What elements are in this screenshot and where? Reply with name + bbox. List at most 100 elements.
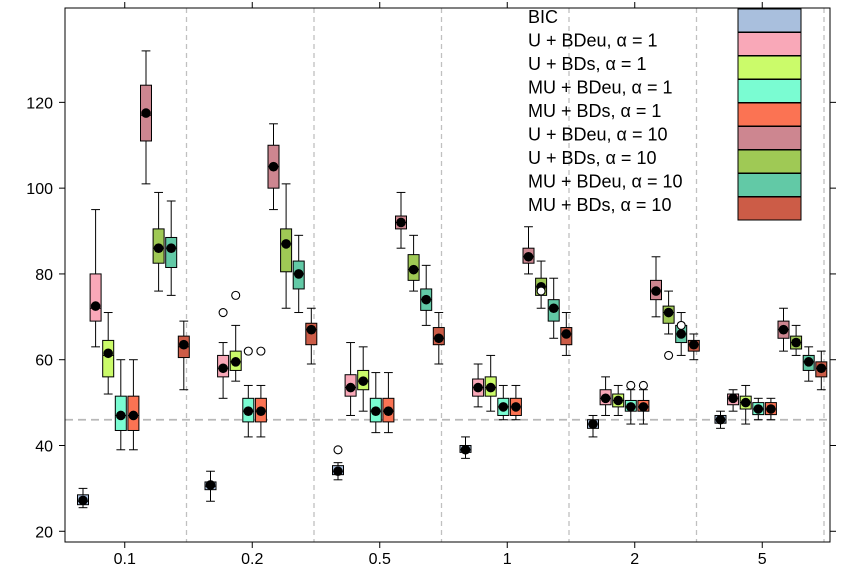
box-1-0 [459, 436, 472, 459]
mean-point [600, 393, 611, 404]
mean-point [663, 307, 674, 318]
mean-point [306, 324, 317, 335]
mean-point [740, 397, 751, 408]
box-1-2 [484, 354, 497, 412]
outlier-point [638, 380, 648, 390]
box-5-0 [714, 410, 727, 429]
mean-point [778, 324, 789, 335]
legend-swatch [737, 196, 802, 221]
mean-point [293, 269, 304, 279]
mean-point [498, 402, 509, 412]
mean-point [676, 329, 686, 339]
box-5-4 [764, 397, 777, 421]
mean-point [421, 294, 432, 305]
box-0.5-4 [382, 372, 395, 434]
mean-point [626, 402, 636, 412]
legend-swatch [737, 102, 802, 127]
axes-layer: 20 40 60 80 100 120 0.1 0.2 0.5 1 2 5 [26, 2, 836, 566]
outlier-point [664, 350, 674, 360]
mean-point [333, 466, 343, 477]
background-layer [65, 8, 830, 542]
x-tick-label: 2 [630, 551, 639, 566]
y-tick-label: 80 [35, 267, 53, 284]
mean-point [205, 480, 216, 490]
box-2-5 [650, 256, 662, 318]
mean-point [78, 495, 88, 506]
x-tick-label: 0.5 [369, 551, 391, 566]
box-0.2-7 [292, 234, 305, 314]
legend-label: BIC [528, 7, 558, 27]
mean-point [281, 239, 291, 249]
mean-point [268, 161, 279, 172]
mean-point [358, 376, 369, 386]
legend-label: MU + BDs, α = 10 [528, 195, 671, 215]
box-0.1-8 [177, 320, 190, 391]
legend: BIC U + BDeu, α = 1 U + BDs, α = 1 MU + BDe… [528, 7, 802, 221]
box-0.5-6 [407, 234, 420, 292]
legend-label: MU + BDeu, α = 10 [528, 172, 682, 192]
box-0.1-7 [165, 200, 178, 296]
box-0.5-2 [357, 346, 370, 412]
mean-point [791, 337, 801, 348]
y-tick-label: 120 [26, 95, 53, 112]
box-1-1 [472, 363, 485, 408]
mean-point [561, 329, 572, 339]
box-0.1-3 [114, 359, 127, 451]
mean-point [166, 243, 176, 253]
legend-label: MU + BDeu, α = 1 [528, 78, 672, 98]
box-0.5-1 [344, 342, 357, 416]
x-tick-label: 5 [758, 551, 767, 566]
box-0.5-7 [420, 264, 433, 326]
box-5-5 [777, 307, 790, 352]
legend-label: U + BDeu, α = 10 [528, 125, 667, 145]
box-0.2-6 [280, 183, 293, 309]
mean-point [230, 357, 241, 367]
legend-swatch [737, 55, 802, 80]
outlier-point [626, 380, 636, 390]
box-2-3 [624, 380, 637, 425]
mean-point [638, 402, 649, 412]
mean-point [90, 301, 101, 311]
outlier-point [231, 290, 241, 300]
mean-point [728, 393, 738, 404]
mean-point [345, 382, 356, 393]
mean-point [408, 264, 419, 275]
box-2-4 [637, 380, 650, 425]
mean-point [218, 363, 228, 374]
box-iqr [89, 273, 102, 322]
mean-point [523, 251, 534, 262]
box-iqr [102, 339, 115, 378]
legend-label: MU + BDs, α = 1 [528, 101, 661, 121]
legend-swatch [737, 32, 802, 56]
mean-point [371, 406, 381, 416]
mean-point [689, 339, 699, 350]
mean-point [434, 333, 444, 344]
box-2-7 [675, 312, 688, 356]
mean-point [141, 108, 151, 118]
mean-point [485, 382, 496, 393]
box-1-5 [522, 226, 535, 275]
y-tick-label: 20 [35, 524, 53, 541]
mean-point [256, 406, 266, 416]
box-0.1-1 [89, 209, 102, 348]
mean-point [548, 303, 559, 314]
box-0.5-5 [395, 191, 407, 249]
outlier-point [536, 286, 546, 296]
mean-point [651, 286, 661, 296]
box-0.1-2 [102, 312, 115, 395]
box-iqr [280, 228, 293, 273]
box-0.2-0 [204, 470, 217, 502]
box-1-6 [535, 260, 548, 309]
x-tick-label: 0.2 [241, 551, 263, 566]
box-0.2-2 [229, 290, 242, 382]
box-0.2-3 [242, 346, 255, 438]
box-5-8 [815, 350, 828, 391]
box-1-3 [497, 384, 510, 421]
box-2-8 [687, 333, 700, 361]
mean-point [753, 404, 764, 414]
outlier-point [333, 445, 343, 455]
box-0.1-6 [152, 191, 165, 292]
y-tick-label: 60 [35, 353, 53, 370]
mean-point [511, 402, 521, 412]
